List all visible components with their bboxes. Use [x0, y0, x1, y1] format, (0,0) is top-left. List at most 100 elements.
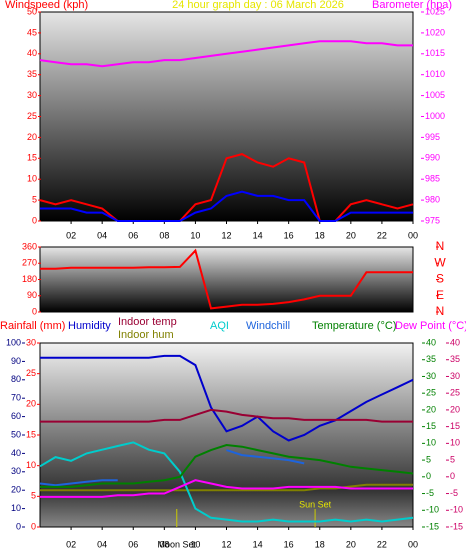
axis-label: Barometer (hpa) [372, 0, 452, 11]
x-tick-label: 22 [377, 539, 387, 549]
x-tick-label: 00 [408, 539, 418, 549]
series-line [226, 449, 305, 465]
y-tick-label: E [436, 288, 444, 302]
y-tick-label: 35 [426, 354, 436, 364]
y-tick-label: 45 [27, 27, 37, 37]
y-tick-label: 10 [426, 438, 436, 448]
y-tick-label: 40 [11, 448, 21, 458]
y-tick-label: 20 [426, 404, 436, 414]
series-line [40, 479, 413, 498]
y-tick-label: 40 [450, 337, 460, 347]
y-tick-label: 90 [11, 356, 21, 366]
y-tick-label: 20 [26, 399, 36, 409]
y-tick-label: 40 [426, 337, 436, 347]
y-tick-label: 5 [32, 194, 37, 204]
series-line [40, 354, 414, 442]
y-tick-label: 180 [22, 274, 37, 284]
legend-entry: Windchill [246, 320, 290, 332]
y-tick-label: 0 [426, 471, 431, 481]
y-tick-label: -5 [450, 488, 458, 498]
y-tick-label: 100 [6, 337, 21, 347]
x-tick-label: 10 [190, 539, 200, 549]
y-tick-label: 990 [425, 153, 440, 163]
x-tick-label: 06 [128, 230, 138, 240]
y-tick-label: N [436, 304, 445, 318]
y-tick-label: 30 [450, 371, 460, 381]
series-line [40, 443, 414, 488]
y-tick-label: -5 [426, 488, 434, 498]
y-tick-label: 60 [11, 411, 21, 421]
y-tick-label: 70 [11, 393, 21, 403]
x-tick-label: 18 [315, 539, 325, 549]
y-tick-label: 15 [426, 421, 436, 431]
y-tick-label: 10 [26, 460, 36, 470]
y-tick-label: 10 [11, 503, 21, 513]
y-tick-label: 15 [27, 153, 37, 163]
y-tick-label: 50 [27, 6, 37, 16]
annotation: Sun Set [299, 499, 332, 509]
legend-entry: AQI [210, 320, 229, 332]
y-tick-label: 10 [27, 174, 37, 184]
y-tick-label: 20 [450, 404, 460, 414]
chart-title: 24 hour graph day : 06 March 2026 [172, 0, 344, 11]
x-tick-label: 16 [284, 539, 294, 549]
x-tick-label: 14 [253, 539, 263, 549]
y-tick-label: 985 [425, 174, 440, 184]
y-tick-label: 25 [27, 111, 37, 121]
x-tick-label: 14 [253, 230, 263, 240]
y-tick-label: 975 [425, 215, 440, 225]
x-tick-label: 00 [408, 230, 418, 240]
y-tick-label: 25 [426, 388, 436, 398]
y-tick-label: N [436, 239, 445, 253]
y-tick-label: 35 [450, 354, 460, 364]
x-tick-label: 18 [315, 230, 325, 240]
x-tick-label: 04 [97, 539, 107, 549]
series-line [39, 40, 413, 68]
series-line [40, 408, 413, 423]
x-tick-label: 22 [377, 230, 387, 240]
y-tick-label: 5 [31, 491, 36, 501]
y-tick-label: 1020 [425, 27, 445, 37]
y-tick-label: 0 [16, 521, 21, 531]
y-tick-label: 1025 [425, 6, 445, 16]
legend-entry: Temperature (°C) [312, 320, 396, 332]
y-tick-label: 1015 [425, 48, 445, 58]
legend-entry: Humidity [68, 320, 111, 332]
y-tick-label: -10 [450, 505, 463, 515]
y-tick-label: 25 [26, 368, 36, 378]
y-tick-label: -15 [450, 521, 463, 531]
series-line [39, 441, 414, 523]
y-tick-label: 995 [425, 132, 440, 142]
x-tick-label: 02 [66, 539, 76, 549]
y-tick-label: 15 [26, 429, 36, 439]
series-line [39, 153, 414, 222]
series-line [40, 483, 413, 492]
y-tick-label: 80 [11, 374, 21, 384]
y-tick-label: 5 [426, 454, 431, 464]
x-tick-label: 12 [221, 539, 231, 549]
y-tick-label: 30 [11, 466, 21, 476]
series-line [39, 479, 118, 487]
y-tick-label: 0 [32, 306, 37, 316]
y-tick-label: 1005 [425, 90, 445, 100]
y-tick-label: 5 [450, 454, 455, 464]
plot-area [39, 342, 414, 528]
y-tick-label: W [434, 255, 446, 269]
y-tick-label: 20 [27, 132, 37, 142]
y-tick-label: 270 [22, 258, 37, 268]
x-tick-label: 06 [128, 539, 138, 549]
y-tick-label: 50 [11, 429, 21, 439]
y-tick-label: -10 [426, 505, 439, 515]
axis-label: Rainfall (mm) [0, 320, 65, 332]
x-tick-label: 16 [284, 230, 294, 240]
y-tick-label: 40 [27, 48, 37, 58]
y-tick-label: 35 [27, 69, 37, 79]
legend-entry: Indoor temp [118, 316, 177, 328]
x-tick-label: 10 [190, 230, 200, 240]
y-tick-label: 1010 [425, 69, 445, 79]
y-tick-label: 1000 [425, 111, 445, 121]
y-tick-label: 0 [450, 471, 455, 481]
series-line [40, 190, 413, 222]
y-tick-label: 90 [27, 290, 37, 300]
